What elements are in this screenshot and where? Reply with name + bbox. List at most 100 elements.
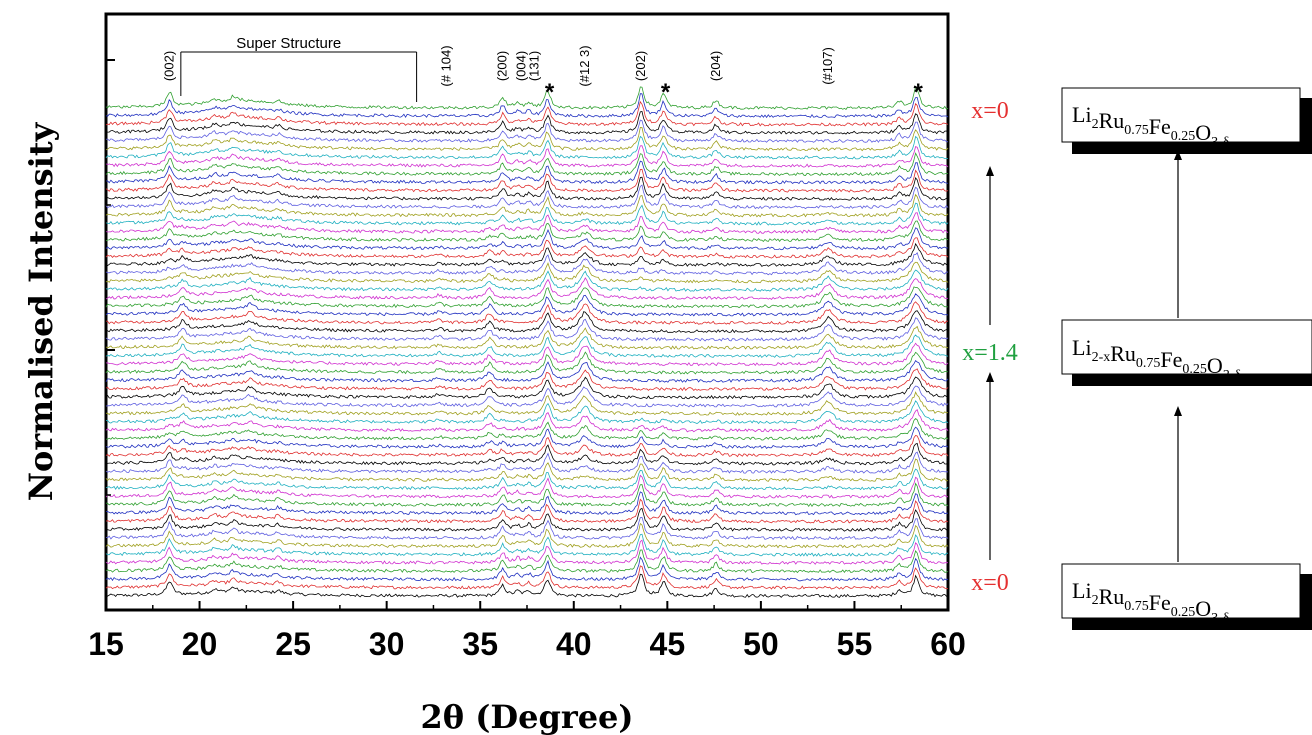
xrd-series-line [105,93,949,119]
xrd-series-line [105,325,949,350]
x-tick-label: 35 [462,626,498,662]
xrd-series-line [105,119,949,143]
y-axis-ticks [106,59,115,496]
peak-label: (# 104) [439,45,454,86]
xrd-series-line [105,176,949,201]
xrd-series-line [105,573,949,598]
xrd-series-line [105,435,949,458]
xrd-series-line [105,286,949,309]
xrd-series-line [105,212,949,234]
marker-bottom: x=0 [971,570,1009,596]
box-arrow-head-upper [1174,150,1182,160]
xrd-series-line [105,135,949,160]
xrd-series-line [105,277,949,300]
formula-top: Li2Ru0.75Fe0.25O3-δ [1072,102,1230,150]
x-tick-label: 45 [650,626,686,662]
y-axis-title: Normalised Intensity [22,121,60,501]
xrd-series-line [105,556,949,582]
xrd-series-line [105,100,949,127]
peak-label: (200) [495,51,510,81]
peak-label: (002) [162,51,177,81]
impurity-star: * [545,79,555,106]
xrd-series-line [105,227,949,251]
xrd-series-line [105,145,949,168]
x-tick-label: 20 [182,626,218,662]
xrd-series-line [105,202,949,226]
xrd-series-line [105,359,949,383]
x-axis-title: 2θ (Degree) [420,698,633,735]
formula-middle: Li2-xRu0.75Fe0.25O3-δ [1072,335,1241,383]
formula-bottom: Li2Ru0.75Fe0.25O3-δ [1072,578,1230,626]
xrd-series-line [105,220,949,242]
formula-box-top [1061,87,1301,143]
xrd-series-line [105,376,949,400]
xrd-series-line [105,385,949,408]
xrd-series-line [105,242,949,267]
arrow-head-lower [986,372,994,382]
xrd-series-line [105,533,949,557]
xrd-series-line [106,417,949,441]
xrd-series-line [105,491,949,516]
xrd-series-line [105,301,948,325]
xrd-series-line [105,400,949,425]
xrd-series-line [105,334,949,358]
x-tick-label: 55 [837,626,873,662]
peak-label: (#107) [820,47,835,85]
xrd-series-line [105,458,949,483]
xrd-series-line [105,409,949,433]
xrd-series-line [105,310,949,334]
x-tick-label: 60 [930,626,966,662]
xrd-series-line [105,451,949,474]
xrd-series-line [105,160,949,185]
x-axis-ticks: 15 20 25 30 35 40 45 50 55 60 [88,601,966,662]
peak-label: (202) [633,51,648,81]
xrd-series-line [105,522,949,549]
composition-panel: x=0 x=1.4 x=0 Li2Ru0.75Fe0.25O3-δ Li2-xR… [962,87,1312,630]
xrd-series-line [105,293,949,317]
xrd-series-line [105,565,949,590]
x-tick-label: 30 [369,626,405,662]
x-tick-label: 15 [88,626,124,662]
xrd-series-line [105,368,949,392]
impurity-star: * [914,79,924,106]
xrd-series-line [105,498,949,524]
marker-middle: x=1.4 [962,340,1018,366]
xrd-series-line [105,184,949,210]
xrd-series-line [105,474,948,499]
xrd-series-line [106,111,949,135]
peak-label: (204) [708,51,723,81]
peak-label: (004) [513,51,528,81]
impurity-star: * [661,79,671,106]
xrd-series-line [105,261,949,284]
xrd-series-line [105,391,949,416]
xrd-series-line [105,126,949,152]
marker-top: x=0 [971,98,1009,124]
x-tick-label: 40 [556,626,592,662]
xrd-traces [105,85,949,598]
xrd-series-line [105,468,949,491]
xrd-series-line [105,168,949,193]
peak-annotations: (002) Super Structure (# 104) (200) (004)(13… [162,35,924,106]
peak-label: (#12 3) [577,45,592,86]
xrd-series-line [105,516,949,541]
xrd-series-line [105,539,949,565]
box-arrow-head-lower [1174,406,1182,416]
super-structure-label: Super Structure [236,35,341,52]
xrd-series-line [105,85,949,110]
x-tick-label: 25 [275,626,311,662]
x-tick-label: 50 [743,626,779,662]
xrd-series-line [105,269,949,292]
xrd-series-line [105,193,949,218]
xrd-series-line [105,317,949,342]
xrd-series-line [105,342,949,367]
xrd-series-line [105,549,949,574]
formula-box-bottom [1061,563,1301,619]
xrd-series-line [105,426,949,449]
xrd-series-line [105,507,949,532]
arrow-head-upper [986,166,994,176]
peak-label: (131) [526,51,541,81]
xrd-series-line [105,252,949,276]
xrd-series-line [105,237,949,259]
xrd-series-line [105,442,949,466]
